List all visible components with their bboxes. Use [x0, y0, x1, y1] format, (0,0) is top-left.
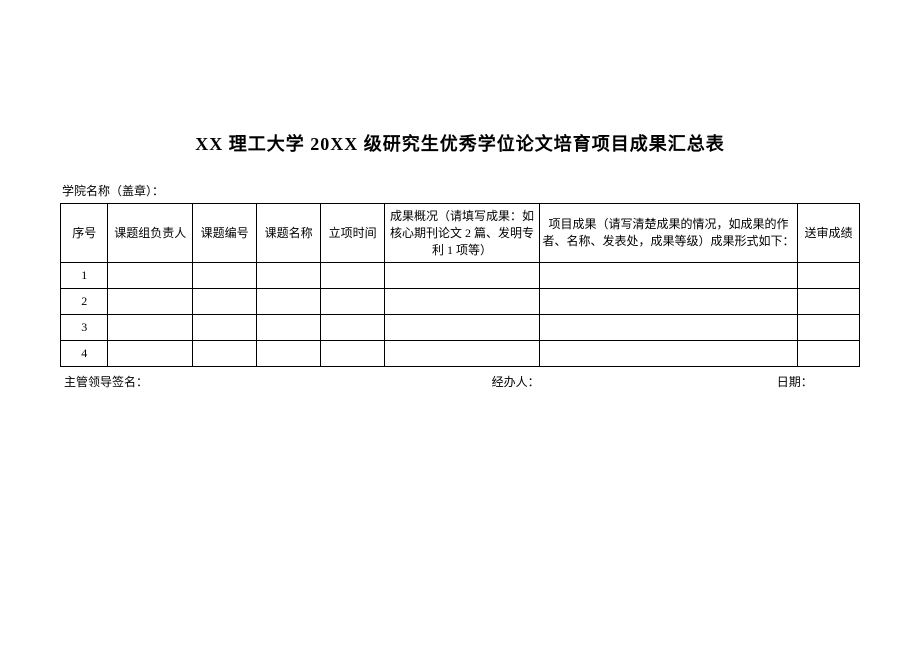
cell-result [539, 263, 797, 289]
cell-leader [108, 314, 193, 340]
cell-leader [108, 289, 193, 315]
table-row: 2 [61, 289, 860, 315]
col-summary: 成果概况（请填写成果：如核心期刊论文 2 篇、发明专利 1 项等） [385, 204, 540, 263]
cell-code [193, 314, 257, 340]
cell-name [257, 340, 321, 366]
cell-seq: 3 [61, 314, 108, 340]
school-name-label: 学院名称（盖章）： [60, 182, 860, 199]
cell-seq: 1 [61, 263, 108, 289]
cell-result [539, 289, 797, 315]
footer-row: 主管领导签名： 经办人： 日期： [60, 373, 860, 390]
col-result: 项目成果（请写清楚成果的情况，如成果的作者、名称、发表处，成果等级）成果形式如下… [539, 204, 797, 263]
cell-summary [385, 289, 540, 315]
cell-result [539, 340, 797, 366]
cell-result [539, 314, 797, 340]
footer-sign-label: 主管领导签名： [64, 373, 492, 390]
cell-date [321, 263, 385, 289]
cell-summary [385, 340, 540, 366]
cell-leader [108, 340, 193, 366]
cell-date [321, 340, 385, 366]
cell-seq: 2 [61, 289, 108, 315]
cell-summary [385, 263, 540, 289]
table-header-row: 序号 课题组负责人 课题编号 课题名称 立项时间 成果概况（请填写成果：如核心期… [61, 204, 860, 263]
col-name: 课题名称 [257, 204, 321, 263]
page-title: XX 理工大学 20XX 级研究生优秀学位论文培育项目成果汇总表 [60, 130, 860, 156]
summary-table: 序号 课题组负责人 课题编号 课题名称 立项时间 成果概况（请填写成果：如核心期… [60, 203, 860, 367]
table-row: 3 [61, 314, 860, 340]
cell-seq: 4 [61, 340, 108, 366]
cell-score [798, 340, 860, 366]
col-code: 课题编号 [193, 204, 257, 263]
table-row: 4 [61, 340, 860, 366]
table-row: 1 [61, 263, 860, 289]
col-seq: 序号 [61, 204, 108, 263]
footer-date-label: 日期： [777, 373, 856, 390]
cell-name [257, 314, 321, 340]
cell-score [798, 263, 860, 289]
cell-code [193, 340, 257, 366]
cell-summary [385, 314, 540, 340]
cell-code [193, 289, 257, 315]
footer-handler-label: 经办人： [492, 373, 777, 390]
table-body: 1 2 3 [61, 263, 860, 366]
cell-leader [108, 263, 193, 289]
col-date: 立项时间 [321, 204, 385, 263]
cell-score [798, 289, 860, 315]
col-leader: 课题组负责人 [108, 204, 193, 263]
col-score: 送审成绩 [798, 204, 860, 263]
cell-name [257, 263, 321, 289]
cell-name [257, 289, 321, 315]
cell-code [193, 263, 257, 289]
cell-date [321, 289, 385, 315]
cell-date [321, 314, 385, 340]
cell-score [798, 314, 860, 340]
